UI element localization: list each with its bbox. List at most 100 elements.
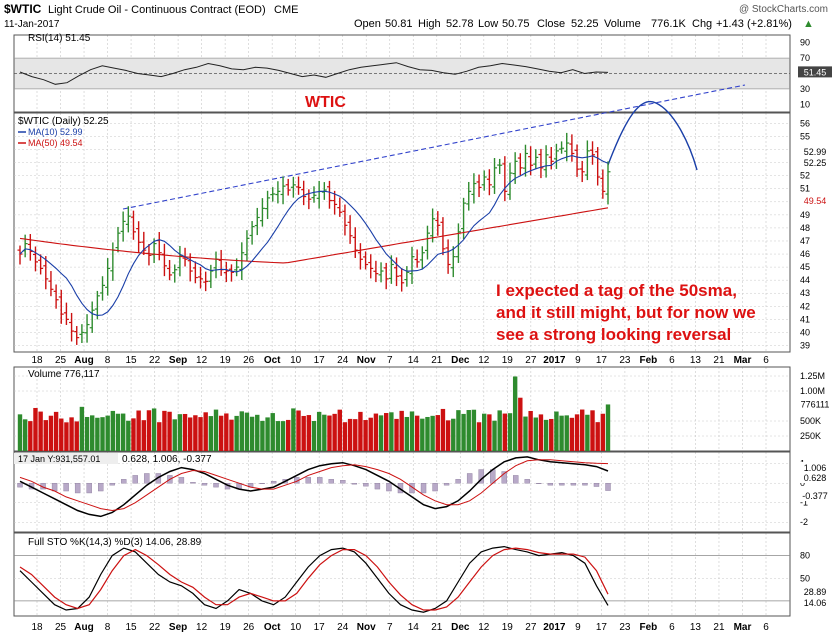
volume-bar — [451, 418, 456, 451]
volume-bar — [456, 410, 461, 451]
close-last-label-box — [798, 157, 832, 168]
price-bar — [502, 156, 508, 202]
x-tick-label: 21 — [713, 355, 725, 366]
volume-bar — [48, 415, 54, 451]
projection-curve — [607, 100, 698, 171]
macd-histogram-bar — [132, 475, 138, 484]
x-tick-label: 19 — [502, 355, 514, 366]
x-tick-label: Feb — [640, 622, 658, 633]
volume-bar — [549, 418, 554, 451]
price-bar — [466, 181, 472, 211]
volume-bar — [110, 410, 116, 451]
price-bar — [311, 186, 317, 203]
price-bar — [337, 197, 343, 217]
volume-bar — [136, 410, 141, 451]
price-bar — [424, 225, 430, 260]
price-bar — [161, 243, 167, 277]
x-tick-label: 14 — [408, 622, 420, 633]
macd-histogram-bar — [559, 483, 565, 486]
volume-label: Volume — [604, 18, 641, 30]
open-value: 50.81 — [385, 18, 413, 30]
price-bar — [368, 254, 374, 279]
volume-bar — [425, 416, 430, 451]
x-tick-label: 23 — [619, 355, 631, 366]
macd-histogram-bar — [144, 473, 150, 484]
price-bar — [419, 246, 425, 270]
macd-last-label-2-box — [798, 472, 832, 483]
price-bar — [414, 249, 420, 268]
x-tick-label: 24 — [337, 355, 349, 366]
volume-bar — [90, 415, 95, 451]
sto-k-line — [19, 545, 609, 613]
macd-histogram-bar — [374, 483, 381, 490]
price-bar — [120, 211, 126, 242]
x-tick-label: 17 — [596, 355, 608, 366]
volume-bar — [306, 415, 312, 451]
chg-up-arrow-icon: ▲ — [803, 18, 814, 30]
volume-last-label: 776111 — [801, 399, 830, 409]
volume-bar — [316, 411, 322, 451]
price-bar — [100, 276, 106, 301]
macd-histogram-bar — [409, 483, 415, 494]
volume-bar — [131, 418, 136, 451]
close-value: 52.25 — [571, 18, 599, 30]
x-tick-label: 19 — [220, 355, 232, 366]
price-bar — [167, 260, 173, 281]
macd-values: 0.628, 1.006, -0.377 — [122, 454, 212, 465]
volume-bar — [193, 415, 198, 451]
macd-last-label-1-box — [798, 462, 832, 473]
macd-histogram-bar — [201, 483, 208, 486]
volume-bar — [22, 419, 28, 451]
price-bar — [595, 147, 601, 186]
volume-bar — [358, 411, 363, 451]
price-bar — [275, 181, 281, 204]
volume-bar — [43, 420, 48, 451]
volume-bar — [255, 414, 260, 451]
macd-histogram-bar — [63, 483, 69, 492]
macd-histogram-bar — [259, 483, 265, 484]
price-bar — [301, 180, 307, 206]
price-bar — [89, 301, 95, 333]
volume-bar — [523, 416, 528, 451]
ma50-legend: MA(50) 49.54 — [28, 138, 83, 148]
ma10-legend: MA(10) 52.99 — [28, 127, 83, 137]
macd-histogram-bar — [605, 483, 611, 491]
x-tick-label: 13 — [690, 355, 702, 366]
volume-bar — [430, 415, 435, 451]
volume-bar — [497, 410, 502, 451]
volume-bar — [518, 397, 523, 451]
x-tick-label: 21 — [431, 355, 443, 366]
price-axis-tick: 55 — [800, 132, 810, 142]
x-tick-label: 8 — [105, 622, 111, 633]
price-bar — [280, 176, 286, 205]
chart-header: $WTIC Light Crude Oil - Continuous Contr… — [4, 2, 828, 30]
price-bar — [481, 170, 487, 191]
ma10-line — [19, 155, 609, 316]
volume-axis-tick: 250K — [800, 431, 821, 441]
price-axis-tick: 49 — [800, 210, 810, 220]
price-bar — [450, 246, 456, 278]
macd-histogram-bar — [593, 483, 600, 487]
volume-bar — [270, 413, 275, 451]
volume-bar — [569, 417, 575, 451]
price-bar — [383, 262, 389, 290]
price-bar — [187, 253, 193, 282]
macd-legend: 17 Jan Y:931,557.01 — [18, 454, 100, 464]
price-bar — [115, 226, 121, 253]
volume-bar — [368, 417, 373, 451]
volume-bar — [59, 418, 64, 451]
price-bar — [600, 169, 606, 199]
volume-bar — [543, 419, 549, 451]
volume-bar — [213, 409, 219, 451]
volume-bar — [435, 415, 440, 451]
macd-histogram-bar — [570, 483, 577, 486]
macd-histogram-bar — [74, 483, 81, 494]
x-tick-label: 9 — [575, 355, 581, 366]
volume-bar — [595, 422, 600, 451]
macd-histogram-bar — [432, 483, 438, 492]
volume-bar — [502, 413, 508, 451]
price-bar — [285, 178, 291, 196]
volume-bar — [79, 406, 85, 451]
close-label: Close — [537, 18, 565, 30]
price-bar — [32, 246, 38, 272]
